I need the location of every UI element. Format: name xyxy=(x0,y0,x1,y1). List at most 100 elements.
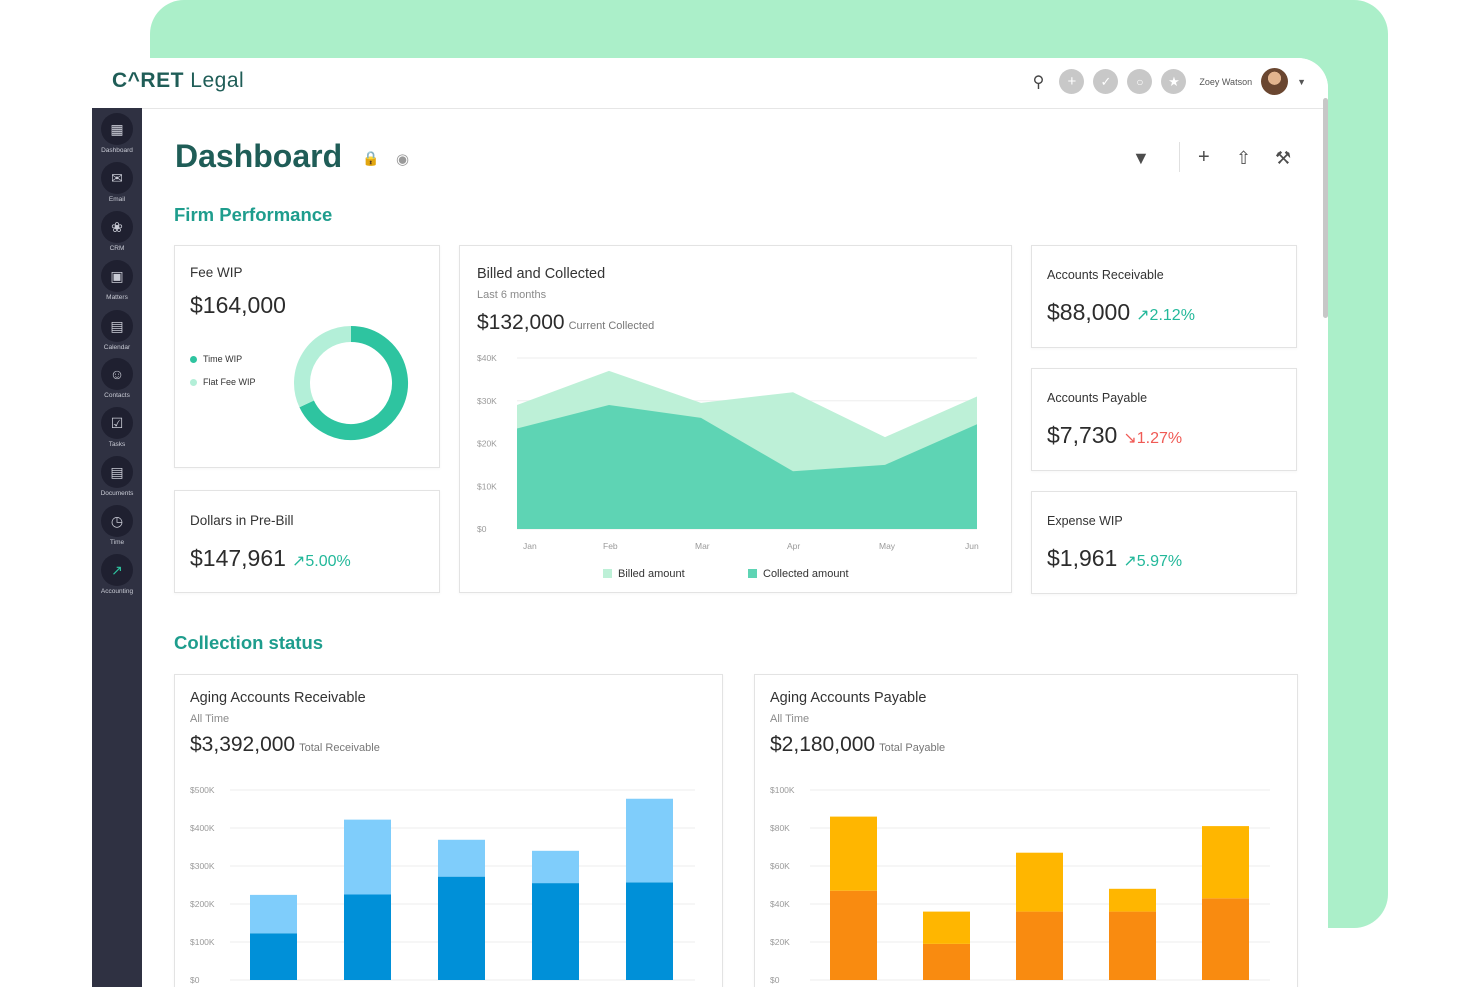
card-title: Billed and Collected xyxy=(477,266,606,282)
sidebar-item-calendar[interactable]: ▤ Calendar xyxy=(92,310,142,351)
scrollbar[interactable] xyxy=(1323,98,1328,318)
page-title: Dashboard xyxy=(175,138,343,174)
chat-icon[interactable]: ○ xyxy=(1127,69,1153,94)
bar xyxy=(830,816,877,891)
x-tick-label: Jun xyxy=(965,541,979,551)
share-icon[interactable]: ⇧ xyxy=(1236,148,1252,168)
search-icon[interactable]: ⚲ xyxy=(1032,73,1045,91)
user-name[interactable]: Zoey Watson xyxy=(1199,76,1253,87)
add-icon[interactable]: + xyxy=(1198,146,1210,168)
accounts-receivable-card[interactable]: Accounts Receivable $88,000 ↗2.12% xyxy=(1031,245,1297,348)
y-tick-label: $400K xyxy=(190,823,215,833)
x-tick-label: May xyxy=(879,541,896,551)
check-icon[interactable]: ✓ xyxy=(1093,69,1119,94)
y-tick-label: $20K xyxy=(477,439,497,449)
sidebar-item-matters[interactable]: ▣ Matters xyxy=(92,260,142,301)
app-logo[interactable]: C^RET Legal xyxy=(112,69,244,93)
card-title: Aging Accounts Payable xyxy=(770,690,927,706)
aging-ar-card[interactable]: Aging Accounts Receivable All Time $3,39… xyxy=(174,674,723,987)
y-tick-label: $0 xyxy=(770,975,780,985)
card-value-row: $3,392,000 Total Receivable xyxy=(190,733,380,757)
legend-label: Time WIP xyxy=(203,354,243,364)
sidebar-item-label: Matters xyxy=(106,294,128,301)
y-tick-label: $100K xyxy=(190,937,215,947)
sidebar-item-contacts[interactable]: ☺ Contacts xyxy=(92,358,142,399)
delta-down: ↘1.27% xyxy=(1123,430,1182,447)
sidebar-item-time[interactable]: ◷ Time xyxy=(92,505,142,546)
documents-icon: ▤ xyxy=(101,456,133,488)
sidebar-item-dashboard[interactable]: ▦ Dashboard xyxy=(92,113,142,154)
y-tick-label: $40K xyxy=(477,353,497,363)
bar xyxy=(532,883,579,980)
aging-ap-card[interactable]: Aging Accounts Payable All Time $2,180,0… xyxy=(754,674,1298,987)
card-title: Accounts Payable xyxy=(1047,391,1148,405)
card-value: $164,000 xyxy=(190,292,286,318)
card-note: Total Receivable xyxy=(299,742,380,754)
billed-collected-area-chart: $40K $30K $20K $10K $0 Jan Feb Mar Apr May Jun Bill… xyxy=(477,353,979,580)
dashboard-icon: ▦ xyxy=(101,113,133,145)
y-tick-label: $200K xyxy=(190,899,215,909)
top-bar: C^RET Legal ⚲ + ✓ ○ ★ Zoey Watson ▼ xyxy=(92,58,1328,109)
expense-wip-card[interactable]: Expense WIP $1,961 ↗5.97% xyxy=(1031,491,1297,594)
bar xyxy=(626,798,673,883)
y-tick-label: $20K xyxy=(770,937,790,947)
pre-bill-card[interactable]: Dollars in Pre-Bill $147,961 ↗5.00% xyxy=(174,490,440,593)
add-icon[interactable]: + xyxy=(1059,69,1085,94)
legend-label: Collected amount xyxy=(763,568,849,580)
avatar[interactable] xyxy=(1261,68,1289,95)
lock-icon[interactable]: 🔒 xyxy=(362,150,380,166)
sidebar-item-tasks[interactable]: ☑ Tasks xyxy=(92,407,142,448)
legend-item-time-wip: Time WIP xyxy=(190,354,242,364)
section-title-firm-performance: Firm Performance xyxy=(174,204,333,225)
user-circle-icon[interactable]: ◉ xyxy=(396,151,410,168)
legend-label: Flat Fee WIP xyxy=(203,377,256,387)
chevron-down-icon[interactable]: ▼ xyxy=(1297,76,1306,87)
star-icon[interactable]: ★ xyxy=(1161,69,1187,94)
bar xyxy=(923,943,970,980)
fee-wip-card[interactable]: Fee WIP $164,000 Time WIP Flat Fee WIP xyxy=(174,245,440,468)
app-window: C^RET Legal ⚲ + ✓ ○ ★ Zoey Watson ▼ ▦ Da… xyxy=(92,58,1328,987)
bar xyxy=(344,894,391,980)
logo-wordmark: C^RET xyxy=(112,69,184,92)
accounts-payable-card[interactable]: Accounts Payable $7,730 ↘1.27% xyxy=(1031,368,1297,471)
sidebar-item-documents[interactable]: ▤ Documents xyxy=(92,456,142,497)
card-title: Fee WIP xyxy=(190,265,243,280)
card-title: Accounts Receivable xyxy=(1047,268,1164,282)
delta-value: 5.00% xyxy=(305,553,351,570)
sidebar-item-label: Contacts xyxy=(104,392,130,399)
filter-icon[interactable]: ▼ xyxy=(1132,148,1150,168)
x-tick-label: Feb xyxy=(603,541,618,551)
wrench-icon[interactable]: ⚒ xyxy=(1275,148,1292,168)
card-value: $147,961 xyxy=(190,545,286,571)
bar xyxy=(923,911,970,944)
card-subtitle: All Time xyxy=(190,713,230,725)
delta-up: ↗5.97% xyxy=(1123,553,1182,570)
arrow-up-icon: ↗ xyxy=(1136,307,1150,324)
sidebar-item-label: Dashboard xyxy=(101,147,133,154)
billed-collected-card[interactable]: Billed and Collected Last 6 months $132,… xyxy=(459,245,1012,593)
sidebar-item-accounting[interactable]: ↗ Accounting xyxy=(92,554,142,595)
sidebar-item-email[interactable]: ✉ Email xyxy=(92,162,142,203)
delta-up: ↗2.12% xyxy=(1136,307,1195,324)
legend-swatch xyxy=(603,569,612,578)
toolbar-divider xyxy=(1179,142,1180,172)
bar xyxy=(830,890,877,980)
bar xyxy=(1016,911,1063,980)
contacts-icon: ☺ xyxy=(101,358,133,390)
bar xyxy=(1202,898,1249,980)
card-value: $3,392,000 xyxy=(190,733,296,756)
card-value-row: $2,180,000 Total Payable xyxy=(770,733,945,757)
bar xyxy=(438,876,485,980)
card-subtitle: All Time xyxy=(770,713,810,725)
card-note: Total Payable xyxy=(879,742,946,754)
legend-swatch xyxy=(190,355,197,363)
card-value: $7,730 xyxy=(1047,422,1118,448)
card-value: $1,961 xyxy=(1047,545,1118,571)
y-tick-label: $100K xyxy=(770,785,795,795)
card-value-row: $1,961 ↗5.97% xyxy=(1047,545,1182,572)
y-tick-label: $300K xyxy=(190,861,215,871)
bar xyxy=(1109,911,1156,980)
legend-swatch xyxy=(190,378,197,386)
card-note: Current Collected xyxy=(568,320,655,332)
sidebar-item-crm[interactable]: ❀ CRM xyxy=(92,211,142,252)
